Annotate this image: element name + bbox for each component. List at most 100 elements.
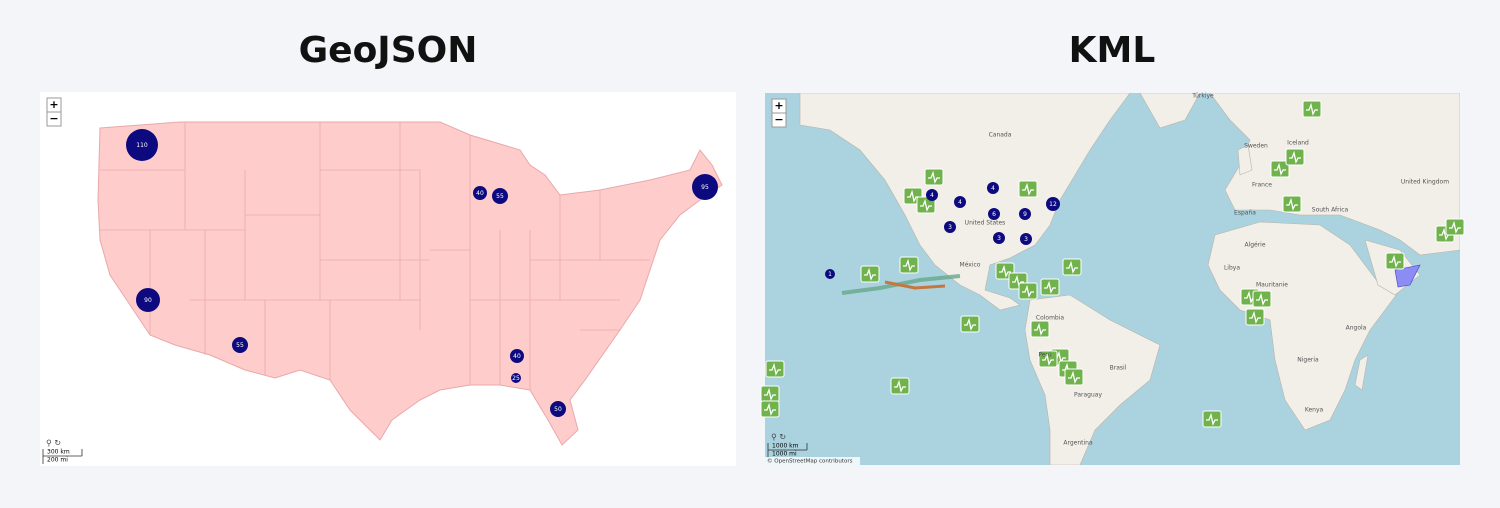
- cluster[interactable]: [511, 373, 521, 383]
- cluster[interactable]: [944, 221, 956, 233]
- panel-title: KML: [1069, 30, 1156, 71]
- marker-icon: [928, 170, 940, 184]
- marker-icon: [1022, 182, 1034, 196]
- cluster[interactable]: [825, 269, 835, 279]
- marker-icon: [864, 267, 876, 281]
- panel-title: GeoJSON: [299, 30, 478, 71]
- place-label: Kenya: [1305, 407, 1324, 414]
- cluster[interactable]: [987, 182, 999, 194]
- cluster-count: 50: [554, 406, 562, 413]
- attribution: © OpenStreetMap contributors: [767, 458, 853, 465]
- cluster[interactable]: [136, 288, 160, 312]
- place-label: Iceland: [1287, 140, 1309, 147]
- marker-icon: [1034, 322, 1046, 336]
- state-lines: [100, 122, 650, 390]
- scale-label: 300 km: [47, 449, 70, 456]
- marker-icon: [903, 258, 915, 272]
- marker-icon: [1286, 197, 1298, 211]
- cluster-count: 40: [513, 353, 521, 360]
- cluster[interactable]: [1019, 208, 1031, 220]
- cluster[interactable]: [550, 401, 566, 417]
- cluster-count: 95: [701, 184, 709, 191]
- cluster-count: 3: [997, 235, 1001, 242]
- cluster[interactable]: [510, 349, 524, 363]
- marker-icon: [1044, 280, 1056, 294]
- marker-icon: [769, 362, 781, 376]
- place-label: Algérie: [1244, 242, 1265, 249]
- south-america: [1024, 294, 1161, 465]
- zoom-out-label: −: [774, 113, 783, 126]
- lake: [1394, 264, 1421, 288]
- cluster-count: 4: [930, 192, 934, 199]
- rotate-icon: ⚲ ↻: [771, 433, 786, 442]
- africa: [1207, 221, 1401, 431]
- place-label: Mauritanie: [1256, 282, 1288, 289]
- zoom-in-label: +: [774, 99, 783, 112]
- scale-bar: [42, 449, 83, 464]
- marker-icon: [1042, 352, 1054, 366]
- marker-icon: [1022, 284, 1034, 298]
- cluster[interactable]: [126, 129, 158, 161]
- scale-bar: [767, 443, 808, 458]
- us-land: [97, 121, 723, 446]
- cluster[interactable]: [692, 174, 718, 200]
- marker-icon: [764, 387, 776, 401]
- place-label: Sweden: [1244, 143, 1268, 150]
- marker-icon: [1012, 274, 1024, 288]
- marker-icon: [1449, 220, 1461, 234]
- cluster[interactable]: [1020, 233, 1032, 245]
- cluster[interactable]: [492, 188, 508, 204]
- cluster[interactable]: [954, 196, 966, 208]
- cluster-count: 6: [992, 211, 996, 218]
- greenland: [1139, 93, 1201, 129]
- scale-label: 1000 km: [772, 443, 799, 450]
- place-label: United Kingdom: [1401, 179, 1449, 186]
- place-label: México: [960, 262, 981, 269]
- attribution-bg: [765, 457, 860, 465]
- zoom-out-button[interactable]: [46, 111, 62, 127]
- track: [884, 280, 946, 290]
- marker-icon: [1289, 150, 1301, 164]
- zoom-out-button[interactable]: [771, 112, 787, 128]
- cluster-count: 1: [828, 271, 832, 278]
- place-label: Colombia: [1036, 315, 1065, 322]
- cluster[interactable]: [1046, 197, 1060, 211]
- marker-icon: [907, 189, 919, 203]
- rotate-icon: ⚲ ↻: [46, 439, 61, 448]
- scale-label: 200 mi: [47, 457, 68, 464]
- cluster[interactable]: [988, 208, 1000, 220]
- place-label: United States: [965, 220, 1006, 227]
- marker-icon: [920, 198, 932, 212]
- cluster[interactable]: [232, 337, 248, 353]
- place-label: Brasil: [1110, 365, 1127, 372]
- cluster-count: 12: [1049, 201, 1057, 208]
- cluster-count: 3: [1024, 236, 1028, 243]
- place-label: Angola: [1346, 325, 1367, 332]
- marker-icon: [1068, 370, 1080, 384]
- place-label: Paraguay: [1074, 392, 1102, 399]
- marker-icon: [1256, 292, 1268, 306]
- marker-icon: [894, 379, 906, 393]
- zoom-out-label: −: [49, 112, 58, 125]
- marker-icon: [1389, 254, 1401, 268]
- marker-icon: [1274, 162, 1286, 176]
- marker-icon: [1306, 102, 1318, 116]
- madagascar: [1354, 354, 1369, 391]
- cluster-count: 40: [476, 190, 484, 197]
- place-label: South Africa: [1312, 207, 1349, 214]
- place-label: Perú: [1038, 352, 1052, 359]
- zoom-in-label: +: [49, 98, 58, 111]
- cluster[interactable]: [926, 189, 938, 201]
- place-label: Nigeria: [1297, 357, 1319, 364]
- place-label: Libya: [1224, 265, 1240, 272]
- place-label: Canada: [989, 132, 1012, 139]
- cluster[interactable]: [993, 232, 1005, 244]
- place-label: France: [1252, 182, 1272, 189]
- cluster[interactable]: [473, 186, 487, 200]
- cluster-count: 55: [496, 193, 504, 200]
- marker-icon: [999, 264, 1011, 278]
- marker-icon: [1066, 260, 1078, 274]
- marker-icon: [1206, 412, 1218, 426]
